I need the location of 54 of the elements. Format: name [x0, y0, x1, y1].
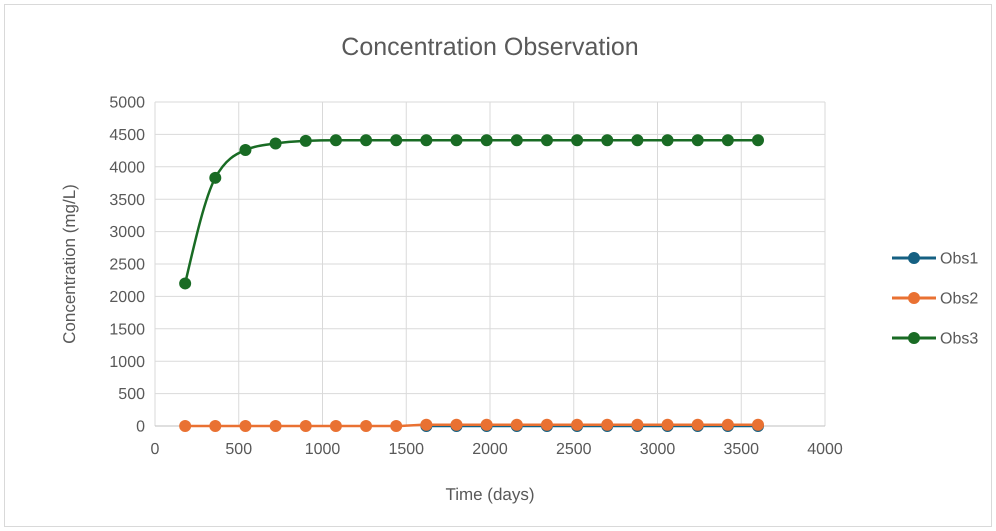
y-axis-title: Concentration (mg/L) — [60, 184, 79, 344]
point — [390, 420, 402, 432]
x-tick-label: 500 — [225, 441, 252, 458]
point — [601, 134, 614, 146]
y-tick-label: 0 — [136, 418, 146, 436]
point — [390, 134, 402, 146]
x-tick-label: 2500 — [556, 441, 592, 458]
y-tick-label: 2000 — [109, 289, 146, 306]
y-tick-label: 4500 — [109, 127, 146, 144]
point — [510, 134, 523, 146]
y-tick-label: 3500 — [109, 192, 146, 209]
point — [722, 134, 734, 146]
y-tick-label: 1500 — [109, 321, 146, 338]
point — [300, 134, 312, 147]
point — [179, 277, 192, 290]
point — [330, 134, 342, 146]
y-tick-label: 1000 — [109, 354, 146, 371]
point — [752, 134, 764, 146]
x-tick-label: 4000 — [807, 441, 843, 458]
x-tick-label: 0 — [150, 441, 160, 458]
point — [692, 134, 704, 146]
point — [662, 134, 674, 146]
x-axis-title: Time (days) — [445, 485, 535, 504]
point — [360, 134, 372, 146]
x-tick-label: 1000 — [304, 441, 340, 458]
x-tick-label: 2000 — [472, 441, 508, 458]
point — [450, 134, 462, 146]
point — [300, 420, 312, 432]
point — [179, 420, 192, 432]
point — [480, 134, 493, 146]
point — [270, 420, 282, 432]
point — [540, 134, 553, 146]
y-tick-label: 500 — [118, 386, 146, 404]
point — [360, 420, 372, 432]
y-tick-label: 5000 — [109, 94, 146, 112]
legend-label: Obs1 — [940, 250, 978, 268]
point — [270, 137, 282, 150]
legend-label: Obs2 — [940, 290, 978, 308]
point — [631, 134, 644, 146]
y-tick-label: 3000 — [109, 224, 146, 242]
point — [420, 134, 432, 146]
point — [239, 144, 252, 156]
x-tick-label: 3500 — [723, 441, 760, 458]
point — [209, 420, 222, 432]
chart-title: Concentration Observation — [341, 33, 639, 61]
y-tick-label: 2500 — [109, 256, 146, 274]
x-tick-label: 1500 — [388, 441, 424, 458]
point — [209, 172, 222, 184]
point — [239, 420, 252, 432]
legend-label: Obs3 — [940, 330, 978, 348]
point — [330, 420, 342, 432]
y-tick-label: 4000 — [109, 159, 146, 176]
point — [571, 134, 584, 146]
x-tick-label: 3000 — [640, 441, 676, 458]
